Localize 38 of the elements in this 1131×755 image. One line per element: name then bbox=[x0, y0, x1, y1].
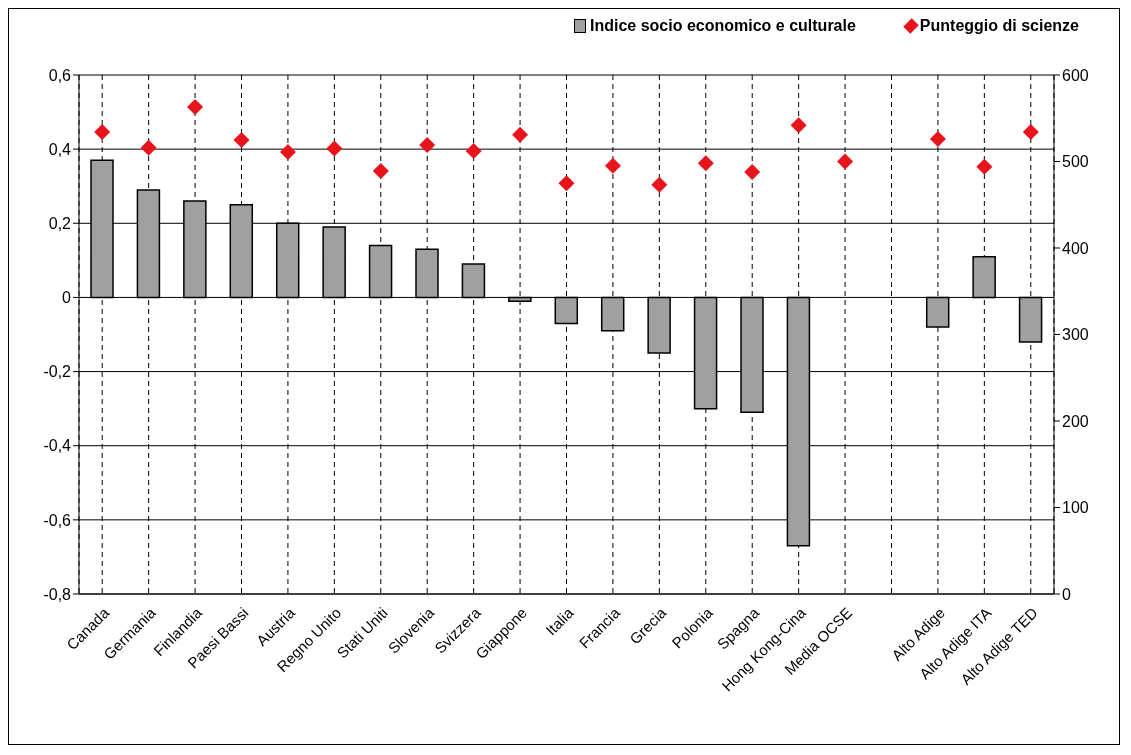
y2-tick-label: 600 bbox=[1062, 66, 1089, 84]
point bbox=[94, 124, 111, 141]
point bbox=[790, 117, 807, 134]
point bbox=[837, 153, 854, 170]
point bbox=[1022, 124, 1039, 141]
y2-tick-label: 500 bbox=[1062, 153, 1089, 171]
point bbox=[465, 143, 482, 160]
y-tick-label: -0,6 bbox=[43, 511, 72, 529]
point bbox=[604, 157, 621, 174]
y2-tick-label: 300 bbox=[1062, 326, 1089, 344]
point bbox=[233, 131, 250, 148]
point bbox=[651, 176, 668, 193]
point bbox=[326, 140, 343, 157]
point bbox=[419, 137, 436, 154]
y-tick-label: 0,2 bbox=[48, 214, 72, 232]
point bbox=[372, 163, 389, 180]
legend-label: Punteggio di scienze bbox=[919, 17, 1079, 35]
point bbox=[558, 175, 575, 192]
y2-tick-label: 400 bbox=[1062, 239, 1089, 257]
point bbox=[976, 158, 993, 175]
y2-tick-label: 0 bbox=[1062, 585, 1071, 603]
y2-tick-label: 100 bbox=[1062, 499, 1089, 517]
y-tick-label: 0,6 bbox=[48, 66, 72, 84]
legend-label: Indice socio economico e culturale bbox=[590, 17, 856, 35]
y-tick-label: -0,4 bbox=[43, 437, 72, 455]
x-tick-label: Italia bbox=[542, 603, 578, 639]
point bbox=[697, 155, 714, 172]
point bbox=[929, 131, 946, 148]
y-tick-label: -0,8 bbox=[43, 585, 72, 603]
y-tick-label: -0,2 bbox=[43, 363, 72, 381]
point bbox=[140, 139, 157, 156]
point bbox=[744, 163, 761, 180]
y-tick-label: 0 bbox=[62, 289, 72, 307]
point bbox=[279, 143, 296, 160]
point bbox=[187, 99, 204, 115]
point bbox=[512, 126, 529, 143]
y2-tick-label: 200 bbox=[1062, 412, 1089, 430]
y-tick-label: 0,4 bbox=[48, 140, 72, 158]
